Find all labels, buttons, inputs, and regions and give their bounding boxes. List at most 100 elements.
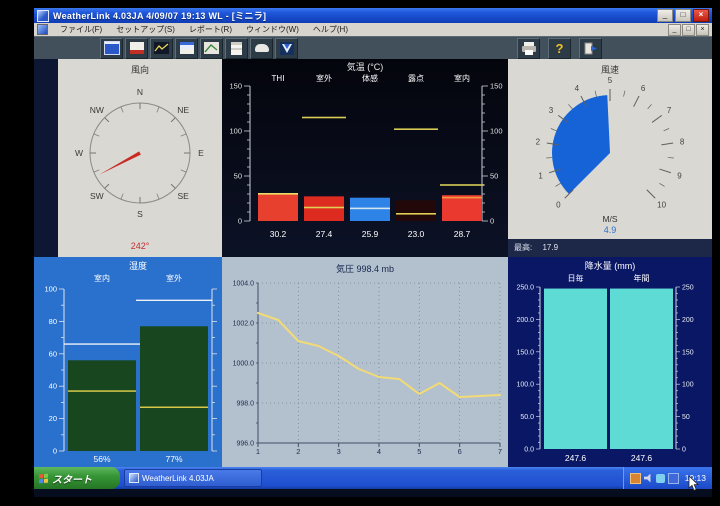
svg-text:1004.0: 1004.0 <box>233 281 255 288</box>
svg-text:室外: 室外 <box>166 273 182 283</box>
volume-icon[interactable] <box>643 473 651 483</box>
restore-button[interactable]: □ <box>675 9 691 22</box>
menu-bar: ファイル(F) セットアップ(S) レポート(R) ウィンドウ(W) ヘルプ(H) _ … <box>34 23 712 36</box>
browse-icon[interactable] <box>250 37 273 59</box>
start-button[interactable]: スタート <box>34 467 120 489</box>
print-icon[interactable] <box>517 37 540 59</box>
screen-bottom-edge <box>34 489 712 497</box>
svg-text:5: 5 <box>608 76 613 85</box>
svg-text:20: 20 <box>49 414 57 423</box>
taskbar-clock[interactable]: 19:13 <box>684 473 706 483</box>
svg-text:9: 9 <box>677 172 682 181</box>
svg-text:4: 4 <box>575 84 580 93</box>
menu-item-3[interactable]: ウィンドウ(W) <box>246 25 299 34</box>
svg-text:NW: NW <box>90 105 104 115</box>
graph-icon[interactable] <box>150 37 173 59</box>
toolbar-right-group: ? <box>517 37 602 59</box>
svg-text:100: 100 <box>44 285 57 294</box>
svg-text:1: 1 <box>256 447 260 456</box>
svg-text:室外: 室外 <box>316 73 332 83</box>
svg-text:N: N <box>137 87 143 97</box>
svg-text:室内: 室内 <box>94 273 110 283</box>
svg-text:50: 50 <box>682 414 690 421</box>
svg-text:0: 0 <box>556 201 561 210</box>
taskbar: スタート WeatherLink 4.03JA 19:13 <box>34 467 712 489</box>
menu-item-0[interactable]: ファイル(F) <box>60 25 103 34</box>
taskbar-app-button[interactable]: WeatherLink 4.03JA <box>124 469 262 487</box>
svg-text:996.0: 996.0 <box>236 441 254 448</box>
svg-text:W: W <box>75 148 83 158</box>
plot-icon[interactable] <box>200 37 223 59</box>
svg-text:56%: 56% <box>93 454 110 464</box>
svg-text:E: E <box>198 148 204 158</box>
child-minimize-button[interactable]: _ <box>668 23 681 36</box>
svg-text:100: 100 <box>682 382 694 389</box>
panel-rain: 降水量 (mm) 250.0 250 200.0 200 150.0 150 100.0 100… <box>508 257 712 467</box>
wind-compass: N NE E SE S SW W NW <box>75 87 204 219</box>
svg-text:150.0: 150.0 <box>516 349 534 356</box>
svg-text:247.6: 247.6 <box>631 453 653 463</box>
svg-text:150: 150 <box>682 349 694 356</box>
svg-text:0: 0 <box>682 447 686 454</box>
menu-item-2[interactable]: レポート(R) <box>188 25 232 34</box>
svg-text:30.2: 30.2 <box>270 229 287 239</box>
window-controls: _ □ × <box>657 9 709 22</box>
svg-text:250: 250 <box>682 285 694 292</box>
svg-text:250.0: 250.0 <box>516 285 534 292</box>
svg-text:0: 0 <box>238 217 242 226</box>
window-titlebar: WeatherLink 4.03JA 4/09/07 19:13 WL - [ミ… <box>34 8 712 23</box>
child-restore-button[interactable]: □ <box>682 23 695 36</box>
svg-text:77%: 77% <box>165 454 182 464</box>
minimize-button[interactable]: _ <box>657 9 673 22</box>
svg-text:8: 8 <box>680 138 685 147</box>
svg-text:200: 200 <box>682 317 694 324</box>
svg-text:1002.0: 1002.0 <box>233 321 255 328</box>
report-icon[interactable] <box>225 37 248 59</box>
svg-text:50: 50 <box>490 172 498 181</box>
svg-text:6: 6 <box>641 84 646 93</box>
svg-text:THI: THI <box>272 74 285 83</box>
menu-item-1[interactable]: セットアップ(S) <box>116 25 175 34</box>
close-button[interactable]: × <box>693 9 709 22</box>
svg-text:気圧 998.4 mb: 気圧 998.4 mb <box>336 263 394 274</box>
svg-text:60: 60 <box>49 349 57 358</box>
bulletin-icon[interactable] <box>100 37 123 59</box>
child-window-controls: _ □ × <box>668 23 709 36</box>
strip-chart-icon[interactable] <box>175 37 198 59</box>
network-icon[interactable] <box>667 472 679 484</box>
pressure-chart: 気圧 998.4 mb 1004.0 1002.0 1000.0 998.0 996.01… <box>233 263 503 456</box>
monitor-screen: WeatherLink 4.03JA 4/09/07 19:13 WL - [ミ… <box>34 8 712 497</box>
wind-speed-value: 4.9 <box>603 225 617 235</box>
svg-text:体感: 体感 <box>362 73 378 83</box>
svg-text:4: 4 <box>377 447 381 456</box>
svg-text:日毎: 日毎 <box>568 273 584 283</box>
svg-text:100.0: 100.0 <box>516 382 534 389</box>
temperature-chart: 気温 (°C) 150 150 100 100 50 50 0 0 THI 30.2 室外 27.4 体感… <box>229 61 503 239</box>
exit-icon[interactable] <box>579 37 602 59</box>
child-close-button[interactable]: × <box>696 23 709 36</box>
start-button-label: スタート <box>52 474 92 486</box>
svg-text:23.0: 23.0 <box>408 229 425 239</box>
weatherlink-task-icon <box>129 473 139 483</box>
svg-text:998.0: 998.0 <box>236 401 254 408</box>
messenger-icon[interactable] <box>655 473 665 483</box>
download-icon[interactable] <box>275 37 298 59</box>
svg-text:SE: SE <box>177 191 189 201</box>
ime-indicator-icon[interactable] <box>629 472 641 484</box>
svg-text:100: 100 <box>490 127 503 136</box>
summary-icon[interactable] <box>125 37 148 59</box>
menu-items: ファイル(F) セットアップ(S) レポート(R) ウィンドウ(W) ヘルプ(H) <box>58 24 350 35</box>
menu-item-4[interactable]: ヘルプ(H) <box>312 25 348 34</box>
toolbar: ? <box>34 36 712 59</box>
svg-text:50: 50 <box>234 172 242 181</box>
svg-text:200.0: 200.0 <box>516 317 534 324</box>
wind-direction-title: 風向 <box>130 65 149 75</box>
panel-humidity: 湿度 100 80 60 40 20 0 室内 56% 室外 77% <box>34 257 222 467</box>
toolbar-left-group <box>100 37 298 59</box>
panel-wind-direction: 風向 N NE E SE S SW W NW 242° <box>58 59 222 257</box>
wind-speed-max-label: 最高: <box>514 243 533 252</box>
help-icon[interactable]: ? <box>548 37 571 59</box>
svg-text:S: S <box>137 209 143 219</box>
svg-text:3: 3 <box>549 106 554 115</box>
